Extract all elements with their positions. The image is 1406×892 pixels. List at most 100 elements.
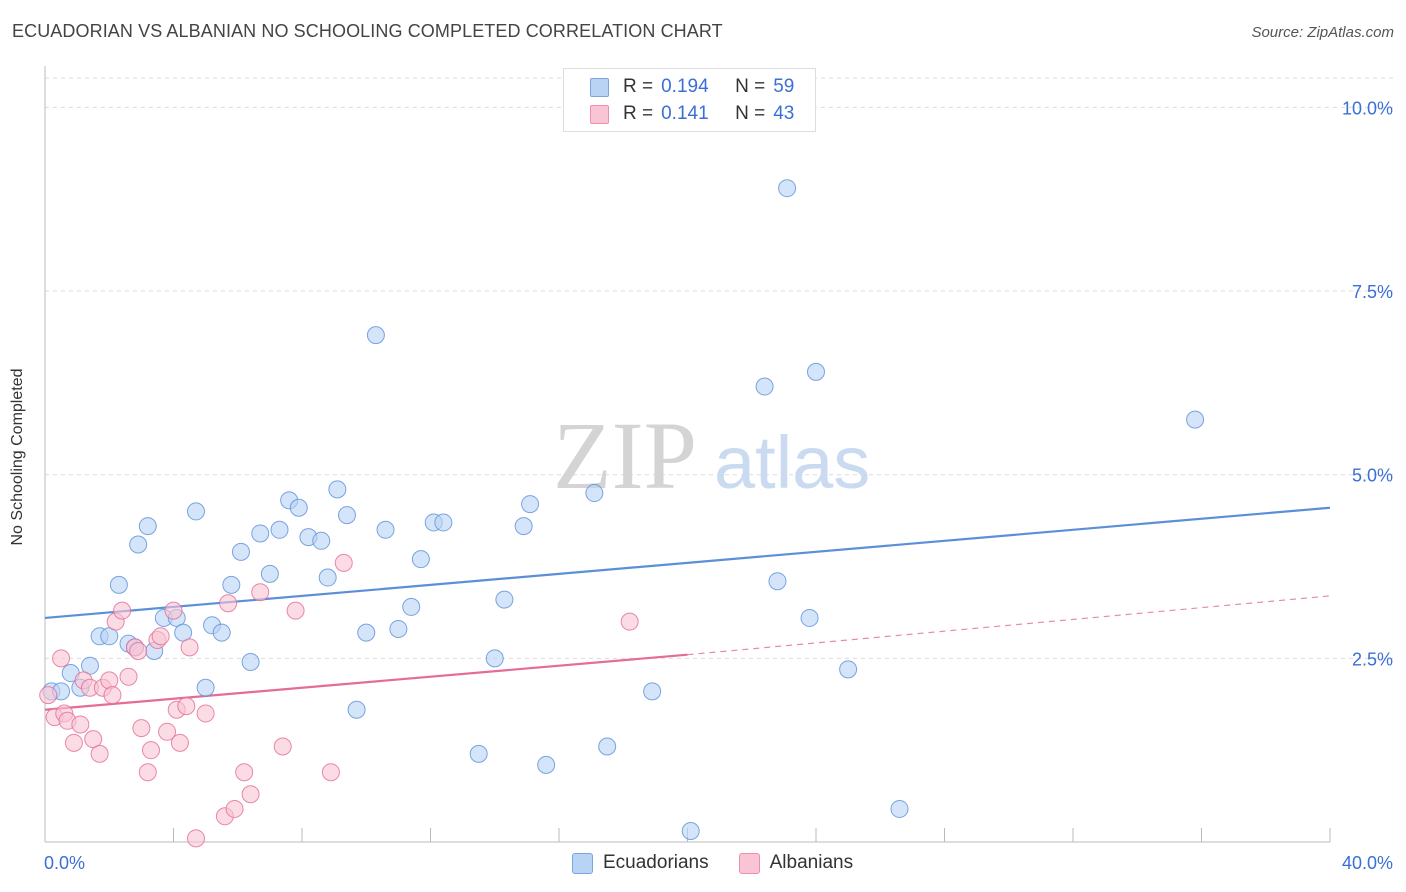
albanian-point bbox=[286, 601, 305, 620]
ecuadorian-point bbox=[514, 517, 533, 536]
albanian-point bbox=[196, 704, 215, 723]
legend-swatch-blue bbox=[590, 77, 609, 97]
albanian-point bbox=[119, 667, 138, 686]
albanian-point bbox=[164, 601, 183, 620]
ecuadorian-point bbox=[768, 572, 787, 591]
ecuadorian-point bbox=[337, 506, 356, 525]
albanian-point bbox=[151, 627, 170, 646]
r-value: 0.141 bbox=[661, 103, 709, 124]
watermark: ZIP atlas bbox=[553, 402, 870, 509]
albanian-point bbox=[64, 733, 83, 752]
ecuadorian-point bbox=[681, 821, 700, 840]
ecuadorian-point bbox=[129, 535, 148, 554]
ecuadorian-point bbox=[328, 480, 347, 499]
y-tick-label: 10.0% bbox=[1342, 98, 1393, 118]
trend-lines bbox=[44, 506, 1331, 711]
albanian-point bbox=[129, 642, 148, 660]
y-axis-label: No Schooling Completed bbox=[9, 368, 26, 546]
ecuadorian-point bbox=[839, 660, 858, 679]
albanian-point bbox=[39, 686, 58, 705]
ecuadorian-point bbox=[357, 623, 376, 642]
chart-title: ECUADORIAN VS ALBANIAN NO SCHOOLING COMP… bbox=[12, 21, 723, 41]
ecuadorian-point bbox=[138, 517, 157, 536]
ecuadorian-point bbox=[186, 502, 205, 521]
albanian-point bbox=[158, 722, 177, 741]
albanian-point bbox=[170, 733, 189, 752]
albanian-point bbox=[251, 583, 270, 602]
ecuadorian-point bbox=[485, 649, 504, 668]
ecuadorian-point bbox=[347, 700, 366, 719]
ecuadorian-point bbox=[643, 682, 662, 701]
y-tick-label: 2.5% bbox=[1352, 649, 1393, 669]
ecuadorian-point bbox=[598, 737, 617, 756]
ecuadorian-point bbox=[800, 608, 819, 627]
n-value: 59 bbox=[773, 76, 795, 97]
x-tick-label: 0.0% bbox=[44, 853, 85, 873]
ecuadorian-point bbox=[270, 520, 289, 539]
albanian-point bbox=[177, 697, 196, 716]
albanian-point bbox=[241, 785, 260, 804]
ecuadorian-point bbox=[260, 564, 279, 583]
watermark-atlas: atlas bbox=[714, 421, 870, 504]
ecuadorian-point bbox=[755, 377, 774, 396]
legend-label: Ecuadorians bbox=[603, 852, 709, 873]
ecuadorian-point bbox=[318, 568, 337, 587]
legend-swatch-pink bbox=[590, 104, 609, 124]
ecuadorian-point bbox=[241, 653, 260, 672]
r-label: R = bbox=[623, 76, 654, 97]
tick-labels: 2.5% 5.0% 7.5% 10.0% 0.0% 40.0% bbox=[44, 98, 1393, 873]
n-label: N = bbox=[735, 76, 766, 97]
trend-line-albanians bbox=[44, 653, 688, 711]
r-label: R = bbox=[623, 103, 654, 124]
legend-row-albanians: R = 0.141 N = 43 bbox=[590, 102, 794, 126]
ecuadorian-point bbox=[1186, 410, 1205, 429]
grid-lines bbox=[45, 77, 1395, 659]
trend-line-ecuadorians bbox=[44, 506, 1331, 620]
albanian-point bbox=[235, 763, 254, 782]
albanian-point bbox=[113, 601, 132, 620]
albanian-point bbox=[273, 737, 292, 756]
ecuadorian-point bbox=[222, 575, 241, 594]
legend-item-ecuadorians[interactable]: Ecuadorians bbox=[572, 852, 709, 874]
source-label: Source: ZipAtlas.com bbox=[1251, 24, 1394, 41]
ecuadorian-point bbox=[212, 623, 231, 642]
ecuadorian-point bbox=[469, 744, 488, 763]
albanian-point bbox=[620, 612, 639, 631]
albanian-point bbox=[186, 829, 205, 848]
ecuadorian-point bbox=[411, 550, 430, 569]
ecuadorian-point bbox=[778, 179, 797, 198]
ecuadorian-point bbox=[389, 619, 408, 638]
albanian-point bbox=[219, 594, 238, 613]
ecuadorian-point bbox=[402, 597, 421, 616]
legend-item-albanians[interactable]: Albanians bbox=[738, 852, 854, 874]
trend-extension-albanians bbox=[687, 595, 1331, 656]
x-tick-label: 40.0% bbox=[1342, 853, 1393, 873]
albanian-point bbox=[103, 686, 122, 705]
ecuadorian-point bbox=[585, 484, 604, 503]
albanian-point bbox=[321, 763, 340, 782]
n-value: 43 bbox=[773, 103, 795, 124]
albanian-point bbox=[71, 715, 90, 734]
ecuadorian-point bbox=[109, 575, 128, 594]
series-legend: Ecuadorians Albanians bbox=[572, 852, 883, 874]
data-points bbox=[39, 179, 1205, 848]
albanian-point bbox=[52, 649, 71, 668]
ecuadorian-point bbox=[537, 755, 556, 774]
r-value: 0.194 bbox=[661, 76, 709, 97]
albanian-point bbox=[90, 744, 109, 763]
ecuadorian-point bbox=[289, 498, 308, 517]
ecuadorian-point bbox=[495, 590, 514, 609]
ecuadorian-point bbox=[231, 542, 250, 561]
albanian-point bbox=[334, 553, 353, 572]
albanian-point bbox=[142, 741, 161, 760]
watermark-zip: ZIP bbox=[553, 402, 697, 509]
ecuadorian-point bbox=[890, 799, 909, 818]
legend-row-ecuadorians: R = 0.194 N = 59 bbox=[590, 75, 794, 99]
albanian-point bbox=[180, 638, 199, 657]
n-label: N = bbox=[735, 103, 766, 124]
legend-swatch-blue bbox=[572, 852, 593, 874]
legend-label: Albanians bbox=[769, 852, 854, 873]
albanian-point bbox=[225, 799, 244, 818]
ecuadorian-point bbox=[521, 495, 540, 514]
